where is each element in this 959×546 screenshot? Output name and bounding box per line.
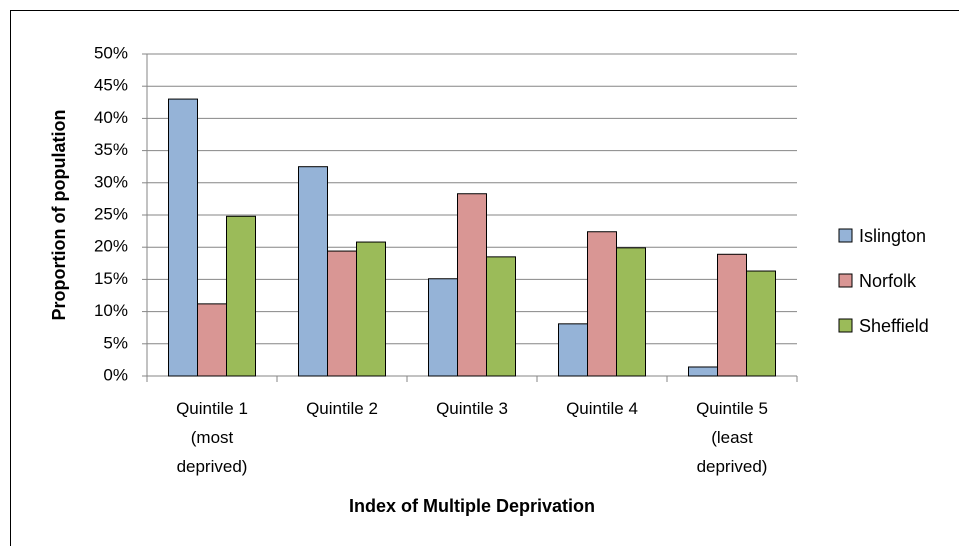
y-tick-label: 5% bbox=[103, 333, 128, 352]
x-tick-label: Quintile 3 bbox=[436, 399, 508, 418]
legend-label: Sheffield bbox=[859, 316, 929, 336]
bar bbox=[746, 270, 776, 377]
bar bbox=[717, 253, 747, 377]
bar bbox=[226, 215, 256, 377]
bar bbox=[587, 231, 617, 377]
x-tick-label: Quintile 1 (most deprived) bbox=[176, 399, 248, 476]
bar bbox=[327, 250, 357, 377]
y-tick-label: 50% bbox=[94, 43, 128, 62]
legend-label: Islington bbox=[859, 226, 926, 246]
legend-swatch bbox=[838, 228, 853, 243]
y-tick-label: 30% bbox=[94, 172, 128, 191]
legend-swatch bbox=[838, 273, 853, 288]
y-tick-label: 25% bbox=[94, 204, 128, 223]
bar bbox=[486, 256, 516, 377]
bar bbox=[356, 241, 386, 377]
y-tick-label: 15% bbox=[94, 269, 128, 288]
bar bbox=[428, 278, 458, 377]
bar bbox=[558, 323, 588, 377]
bar bbox=[688, 366, 718, 377]
y-tick-label: 0% bbox=[103, 365, 128, 384]
x-tick-label: Quintile 5 (least deprived) bbox=[696, 399, 768, 476]
bar bbox=[197, 303, 227, 377]
legend-label: Norfolk bbox=[859, 271, 917, 291]
bar bbox=[298, 166, 328, 377]
chart-border bbox=[10, 10, 959, 546]
legend-swatch bbox=[838, 318, 853, 333]
y-tick-label: 10% bbox=[94, 301, 128, 320]
bar bbox=[616, 247, 646, 377]
y-tick-label: 35% bbox=[94, 140, 128, 159]
bar bbox=[457, 193, 487, 377]
bar bbox=[168, 98, 198, 377]
y-tick-label: 20% bbox=[94, 237, 128, 256]
x-tick-label: Quintile 4 bbox=[566, 399, 638, 418]
y-tick-label: 40% bbox=[94, 108, 128, 127]
y-tick-label: 45% bbox=[94, 76, 128, 95]
x-tick-label: Quintile 2 bbox=[306, 399, 378, 418]
x-axis-title: Index of Multiple Deprivation bbox=[349, 496, 595, 516]
y-axis-title: Proportion of population bbox=[49, 110, 69, 321]
